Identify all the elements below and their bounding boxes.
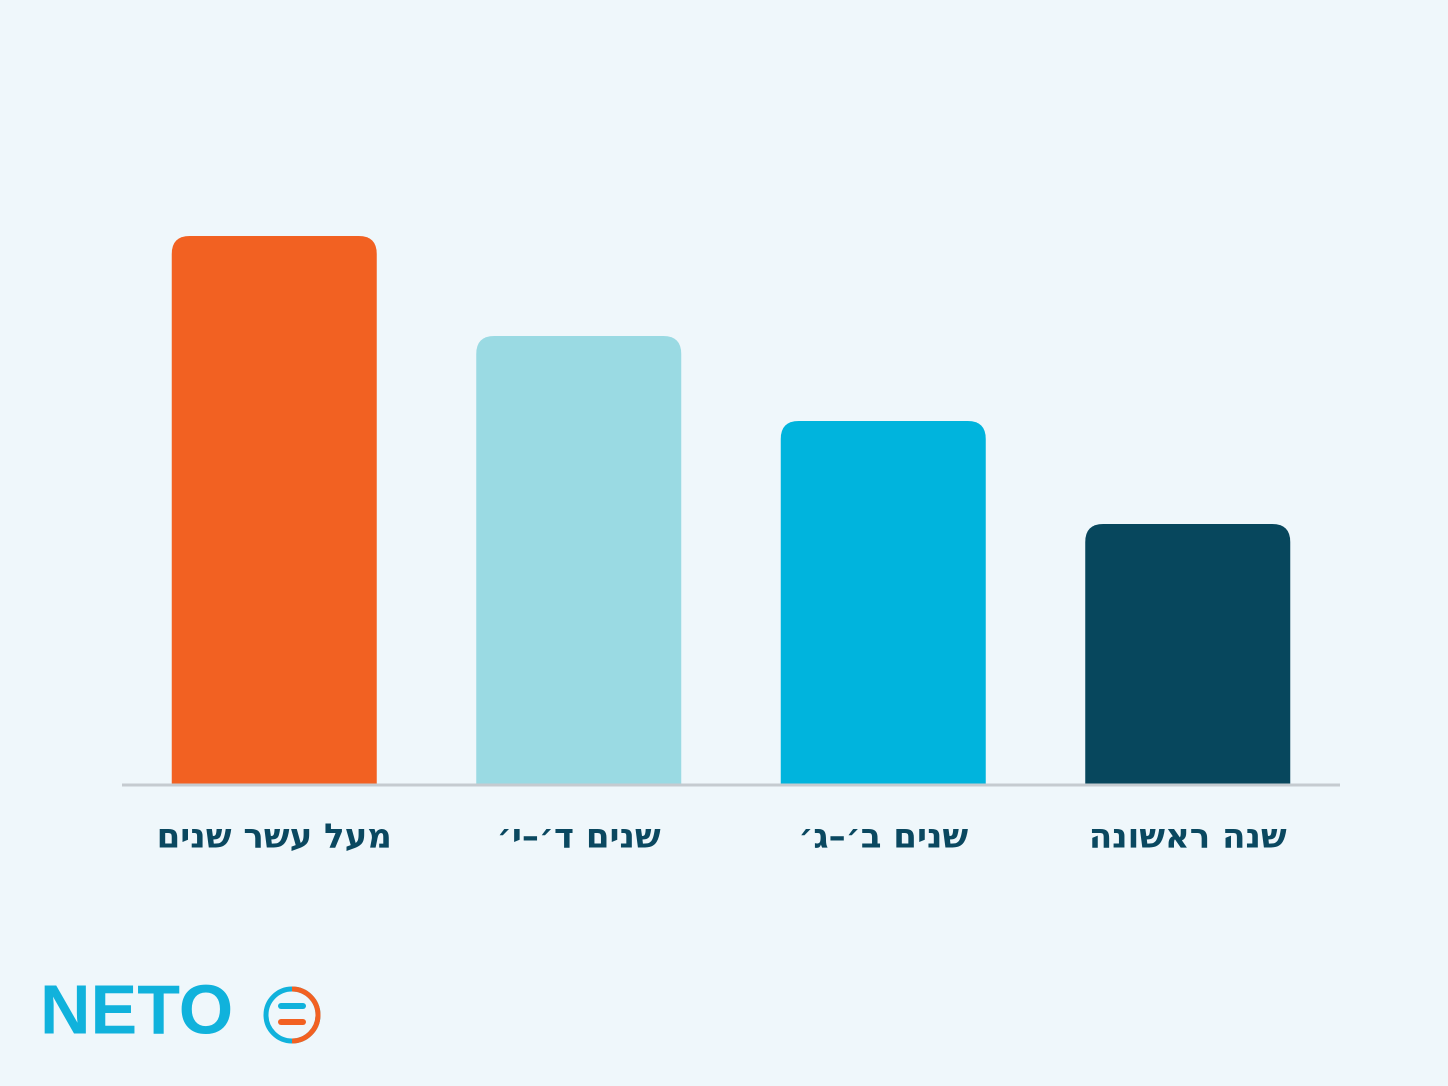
logo-icon	[263, 986, 321, 1044]
bar	[1085, 524, 1291, 785]
x-tick-label: שנים ד׳–י׳	[497, 817, 661, 857]
x-tick-label: שנים ב׳–ג׳	[798, 817, 968, 857]
bar	[780, 421, 986, 785]
x-tick-label: מעל עשר שנים	[157, 817, 392, 857]
bar	[171, 236, 377, 785]
logo-text: NETO	[40, 970, 233, 1048]
bar	[476, 336, 682, 785]
x-tick-label: שנה ראשונה	[1089, 817, 1287, 857]
